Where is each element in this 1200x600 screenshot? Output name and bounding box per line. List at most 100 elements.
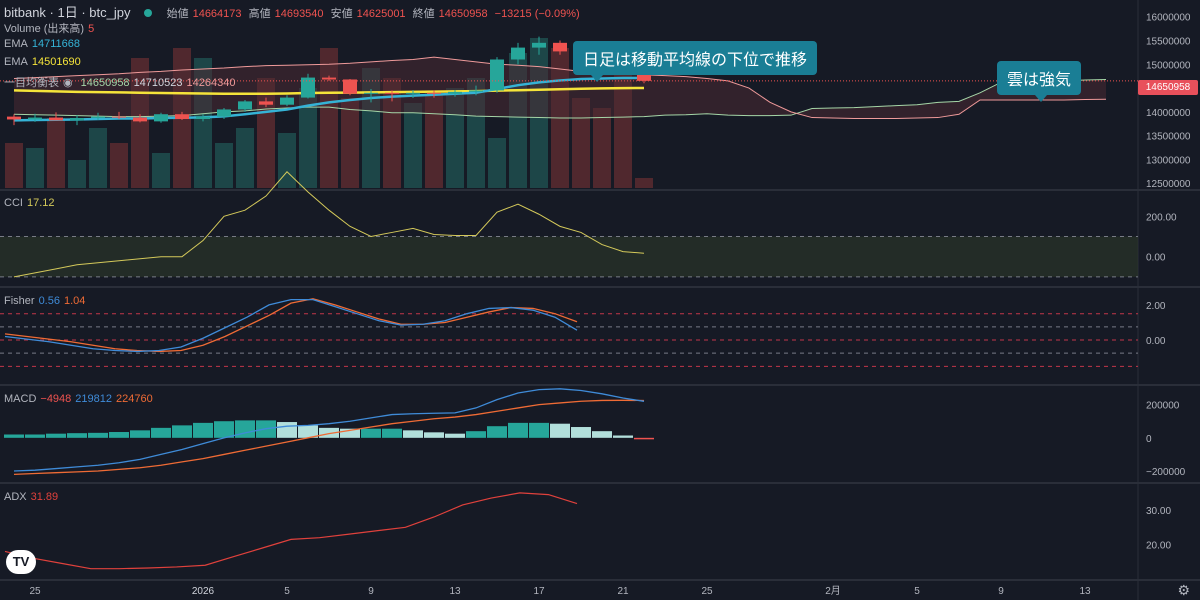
macd-histogram-bar	[529, 422, 549, 438]
macd-value-1: −4948	[40, 393, 72, 405]
last-price-tag: 14650958	[1138, 80, 1198, 95]
candle-body	[406, 92, 420, 94]
x-tick-label: 9	[368, 586, 374, 597]
candle-body	[301, 77, 315, 98]
legend-macd[interactable]: MACD −4948 219812 224760	[4, 393, 157, 405]
volume-bar	[635, 178, 653, 188]
macd-histogram-bar	[508, 422, 528, 438]
volume-bar	[299, 88, 317, 188]
macd-histogram-bar	[130, 430, 150, 438]
volume-bar	[341, 98, 359, 188]
change-value: −13215 (−0.09%)	[494, 8, 580, 20]
candle-body	[322, 77, 336, 80]
candle-body	[343, 79, 357, 94]
x-tick-label: 13	[1079, 586, 1091, 597]
cci-value: 17.12	[26, 197, 55, 209]
tradingview-logo-icon[interactable]: TV	[6, 550, 36, 574]
candle-body	[469, 90, 483, 92]
volume-bar	[278, 133, 296, 188]
candle-body	[28, 117, 42, 120]
annotation-callout-ma[interactable]: 日足は移動平均線の下位で推移	[573, 41, 818, 82]
macd-histogram-bar	[277, 422, 297, 438]
gear-icon[interactable]: ⚙	[1177, 582, 1190, 598]
candle-body	[217, 109, 231, 117]
ema-slow-label: EMA	[4, 56, 28, 68]
legend-cci[interactable]: CCI 17.12	[4, 197, 58, 209]
volume-bar	[89, 128, 107, 188]
candle-body	[532, 42, 546, 48]
cci-line	[13, 171, 645, 278]
volume-bar	[425, 93, 443, 188]
low-value: 14625001	[356, 8, 406, 20]
volume-bar	[47, 118, 65, 188]
cci-band-fill	[0, 236, 1138, 277]
volume-bar	[215, 143, 233, 188]
open-value: 14664173	[192, 8, 242, 20]
volume-label: Volume (出来高)	[4, 23, 85, 35]
macd-histogram-bar	[4, 434, 24, 438]
legend-ema-fast[interactable]: EMA 14711668	[4, 38, 84, 50]
volume-bar	[593, 108, 611, 188]
macd-signal-line	[13, 399, 645, 476]
fisher-tick-label: 2.00	[1146, 301, 1166, 312]
legend-fisher[interactable]: Fisher 0.56 1.04	[4, 295, 89, 307]
ema-slow-line	[13, 86, 645, 96]
fisher-value-2: 1.04	[63, 295, 86, 307]
macd-histogram-bar	[214, 421, 234, 438]
macd-histogram-bar	[550, 423, 570, 438]
x-tick-label: 2月	[825, 585, 841, 597]
cci-tick-label: 0.00	[1146, 253, 1166, 264]
ichimoku-label: 一目均衡表	[4, 77, 59, 89]
ema-fast-value: 14711668	[31, 38, 80, 50]
legend-volume[interactable]: Volume (出来高) 5	[4, 20, 98, 36]
ichimoku-eye-icon[interactable]: ◉	[63, 77, 73, 89]
macd-histogram-bar	[445, 433, 465, 438]
chart-header: bitbank · 1日 · btc_jpy 始値 14664173 高値 1469…	[4, 2, 584, 21]
macd-histogram-bar	[151, 427, 171, 438]
cloud-span-b-line	[13, 56, 1107, 120]
cci-label: CCI	[4, 197, 23, 209]
candle-body	[238, 101, 252, 110]
candle-body	[133, 117, 147, 122]
x-tick-label: 21	[617, 586, 629, 597]
candle-body	[91, 116, 105, 119]
legend-ema-slow[interactable]: EMA 14501690	[4, 56, 85, 68]
price-tick-label: 14000000	[1146, 108, 1191, 119]
adx-tick-label: 30.00	[1146, 506, 1171, 517]
symbol-title[interactable]: bitbank · 1日 · btc_jpy	[4, 5, 131, 20]
price-tick-label: 15500000	[1146, 36, 1191, 47]
candle-body	[7, 116, 21, 120]
open-label: 始値	[166, 8, 189, 20]
annotation-callout-cloud[interactable]: 雲は強気	[997, 61, 1082, 102]
macd-histogram-bar	[235, 420, 255, 438]
candle-body	[490, 59, 504, 91]
legend-adx[interactable]: ADX 31.89	[4, 491, 62, 503]
macd-histogram-bar	[88, 432, 108, 438]
cci-tick-label: 200.00	[1146, 212, 1177, 223]
price-tick-label: 12500000	[1146, 179, 1191, 190]
x-tick-label: 25	[29, 586, 41, 597]
macd-histogram-bar	[46, 433, 66, 438]
candle-body	[427, 92, 441, 94]
candle-body	[511, 47, 525, 60]
volume-bar	[404, 103, 422, 188]
x-tick-label: 5	[284, 586, 290, 597]
candle-body	[364, 92, 378, 94]
close-label: 終値	[412, 8, 435, 20]
macd-histogram-bar	[592, 431, 612, 438]
macd-value-2: 219812	[75, 393, 113, 405]
fisher-label: Fisher	[4, 295, 35, 307]
candle-body	[70, 118, 84, 121]
candle-body	[448, 91, 462, 94]
macd-histogram-bar	[634, 437, 654, 440]
x-tick-label: 9	[998, 586, 1004, 597]
legend-ichimoku[interactable]: 一目均衡表 ◉ 14650958 14710523 14264340	[4, 74, 239, 90]
price-tick-label: 15000000	[1146, 60, 1191, 71]
fisher-value-1: 0.56	[38, 295, 60, 307]
candle-body	[280, 97, 294, 105]
macd-histogram-bar	[298, 425, 318, 438]
macd-histogram-bar	[487, 426, 507, 438]
ichimoku-value-1: 14650958	[80, 77, 130, 89]
adx-line	[4, 492, 578, 570]
